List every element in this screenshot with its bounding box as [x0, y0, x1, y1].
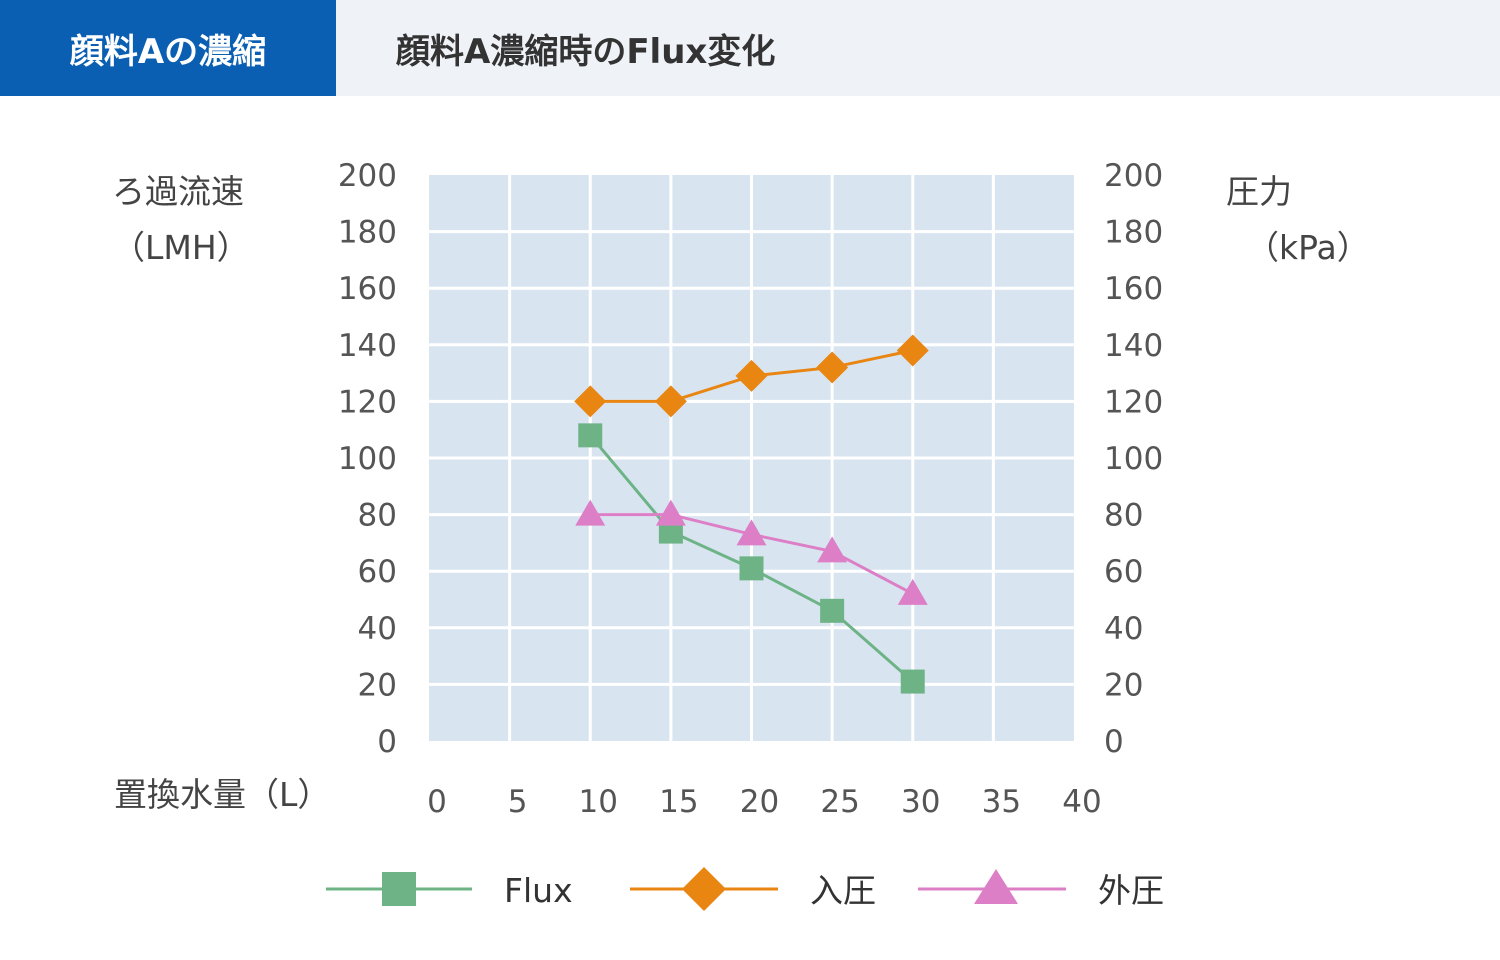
x-tick-label: 40: [1062, 784, 1101, 820]
data-point-triangle: [897, 578, 928, 605]
data-point-triangle: [736, 519, 767, 546]
y-tick-right-label: 20: [1104, 667, 1143, 703]
x-tick-label: 15: [659, 784, 698, 820]
data-point-square: [578, 423, 603, 448]
legend-label: 外圧: [1098, 871, 1164, 910]
y-tick-right-label: 60: [1104, 554, 1143, 590]
y-axis-left-label-line1: ろ過流速: [112, 172, 244, 211]
y-tick-right-label: 40: [1104, 611, 1143, 647]
data-point-diamond: [735, 359, 768, 392]
y-tick-left-label: 0: [377, 724, 397, 760]
y-axis-right-label-line2: （kPa）: [1246, 228, 1370, 267]
legend-marker-square: [382, 872, 416, 906]
legend-marker-diamond: [682, 867, 726, 911]
data-point-triangle: [655, 499, 686, 526]
x-axis-label: 置換水量（L）: [114, 775, 331, 814]
data-point-diamond: [654, 385, 687, 418]
data-point-diamond: [816, 351, 849, 384]
data-point-triangle: [575, 499, 606, 526]
y-tick-left-label: 20: [358, 667, 397, 703]
y-tick-left-label: 200: [338, 158, 397, 194]
x-tick-label: 0: [427, 784, 447, 820]
y-tick-left-label: 140: [338, 328, 397, 364]
y-axis-right-label-line1: 圧力: [1226, 172, 1292, 211]
x-tick-label: 25: [820, 784, 859, 820]
data-point-square: [900, 669, 925, 694]
y-tick-right-label: 0: [1104, 724, 1124, 760]
header-bar: 顔料Aの濃縮 顔料A濃縮時のFlux変化: [0, 0, 1500, 96]
y-tick-right-label: 180: [1104, 215, 1163, 251]
y-tick-right-label: 80: [1104, 498, 1143, 534]
y-axis-left-label-line2: （LMH）: [112, 228, 250, 267]
y-tick-left-label: 40: [358, 611, 397, 647]
y-tick-right-label: 140: [1104, 328, 1163, 364]
data-point-diamond: [896, 334, 929, 367]
x-tick-label: 30: [901, 784, 940, 820]
y-tick-right-label: 100: [1104, 441, 1163, 477]
y-tick-left-label: 60: [358, 554, 397, 590]
x-tick-label: 10: [579, 784, 618, 820]
y-tick-left-label: 80: [358, 498, 397, 534]
legend-label: Flux: [504, 871, 573, 910]
data-point-triangle: [817, 536, 848, 563]
legend-marker-triangle: [974, 869, 1018, 904]
x-tick-label: 35: [982, 784, 1021, 820]
tab-pigment-a-concentration[interactable]: 顔料Aの濃縮: [0, 0, 336, 96]
y-tick-right-label: 120: [1104, 384, 1163, 420]
y-tick-left-label: 120: [338, 384, 397, 420]
y-axis-right-label: 圧力 （kPa）: [1226, 164, 1370, 276]
legend-label: 入圧: [810, 871, 876, 910]
data-point-diamond: [574, 385, 607, 418]
y-axis-left-label: ろ過流速 （LMH）: [112, 164, 250, 276]
y-tick-right-label: 200: [1104, 158, 1163, 194]
y-tick-left-label: 160: [338, 271, 397, 307]
y-tick-left-label: 180: [338, 215, 397, 251]
y-tick-right-label: 160: [1104, 271, 1163, 307]
y-tick-left-label: 100: [338, 441, 397, 477]
data-point-square: [739, 556, 764, 581]
chart-title: 顔料A濃縮時のFlux変化: [396, 31, 776, 72]
data-point-square: [820, 598, 845, 623]
x-tick-label: 5: [508, 784, 528, 820]
x-tick-label: 20: [740, 784, 779, 820]
